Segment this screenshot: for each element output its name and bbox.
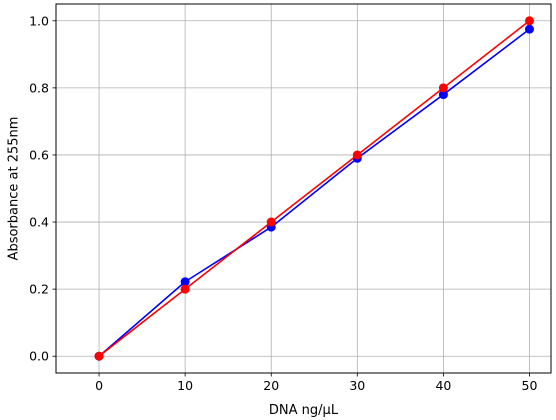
- series-line: [98, 20, 530, 357]
- grid-lines: [56, 4, 551, 373]
- series-1: [94, 24, 534, 361]
- y-tick-label: 0.2: [29, 282, 49, 297]
- x-tick-label: 20: [263, 378, 279, 393]
- y-axis-ticks: 0.0 0.2 0.4 0.6 0.8 1.0: [29, 13, 56, 364]
- data-point: [524, 16, 534, 26]
- x-tick-label: 0: [95, 378, 103, 393]
- x-tick-label: 50: [522, 378, 538, 393]
- y-tick-label: 0.6: [29, 147, 49, 162]
- series-2: [94, 16, 534, 361]
- y-axis-label: Absorbance at 255nm: [7, 117, 22, 261]
- y-tick-label: 0.4: [29, 215, 49, 230]
- x-tick-label: 10: [177, 378, 193, 393]
- data-point: [352, 150, 362, 160]
- data-point: [266, 217, 276, 227]
- data-point: [94, 351, 104, 361]
- y-tick-label: 0.0: [29, 349, 49, 364]
- x-axis-ticks: 0 10 20 30 40 50: [95, 373, 537, 393]
- data-point: [180, 284, 190, 294]
- plot-frame: [55, 3, 552, 374]
- y-tick-label: 1.0: [29, 13, 49, 28]
- series-layer: [94, 16, 534, 361]
- y-tick-label: 0.8: [29, 80, 49, 95]
- x-tick-label: 40: [435, 378, 451, 393]
- x-axis-label: DNA ng/μL: [269, 403, 339, 418]
- x-tick-label: 30: [349, 378, 365, 393]
- data-point: [438, 83, 448, 93]
- data-point: [438, 90, 448, 100]
- series-line: [98, 28, 530, 357]
- data-point: [180, 277, 190, 287]
- data-point: [524, 24, 534, 34]
